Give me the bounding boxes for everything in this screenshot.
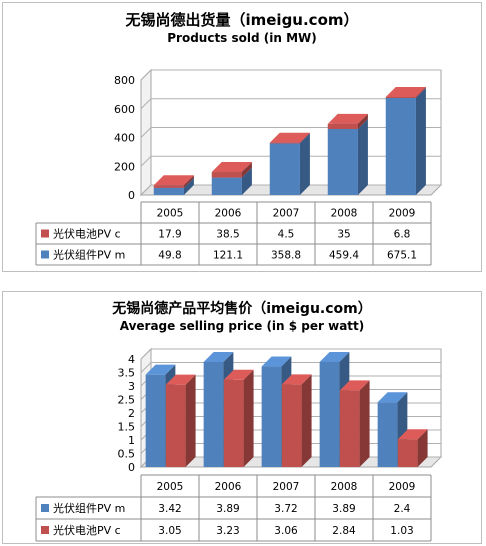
data-label: 459.4 [329,250,359,262]
y-tick-label: 3 [128,380,135,393]
data-label: 3.05 [158,525,181,537]
y-tick-label: 200 [114,160,135,173]
x-tick-label: 2009 [389,481,416,493]
x-tick-label: 2008 [331,208,358,220]
bar-2009 [385,86,426,98]
chart-panel-products-sold: 无锡尚德出货量（imeigu.com） Products sold (in MW… [2,2,482,272]
legend-label: 光伏组件PV m [53,248,125,262]
bar-2005 [153,175,194,188]
y-tick-label: 0 [128,189,135,202]
bar-2006 [223,369,254,467]
data-table [35,201,432,266]
data-label: 17.9 [158,229,181,241]
data-label: 3.89 [216,503,239,515]
data-label: 38.5 [216,229,239,241]
bar-2009 [397,429,428,467]
data-label: 2.4 [394,503,411,515]
bar-2008 [327,113,368,129]
y-tick-label: 400 [114,132,135,145]
x-tick-label: 2009 [389,208,416,220]
legend-label: 光伏组件PV m [53,501,125,515]
y-tick-label: 3.5 [118,367,136,380]
data-label: 3.06 [274,525,298,537]
x-tick-label: 2006 [215,208,242,220]
y-tick-label: 0.5 [118,448,136,461]
y-tick-label: 800 [114,74,135,87]
gridline [140,69,441,81]
data-label: 49.8 [158,250,181,262]
bar-2005 [165,374,196,467]
legend-label: 光伏电池PV c [53,227,121,241]
data-label: 358.8 [271,250,301,262]
bar-2009 [385,87,426,195]
y-tick-label: 2 [128,407,135,420]
data-label: 3.42 [158,503,181,515]
data-table [35,474,432,542]
bar-2008 [339,380,370,467]
x-tick-label: 2008 [331,481,358,493]
data-label: 3.23 [216,525,239,537]
chart-title: 无锡尚德产品平均售价（imeigu.com） [112,301,372,317]
legend-swatch [41,229,49,238]
x-tick-label: 2007 [273,208,300,220]
products-sold-chart: 0 200 400 600 800 2005 2006 2007 2008 2009 光伏电池PV … [35,68,443,266]
chart-title: 无锡尚德出货量（imeigu.com） [125,11,359,29]
bar-2006 [211,162,252,178]
y-tick-label: 1 [128,434,135,447]
data-label: 1.03 [390,525,413,537]
legend-swatch [41,504,49,512]
y-tick-label: 2.5 [118,394,136,407]
y-tick-label: 4 [128,353,135,366]
data-label: 2.84 [332,525,356,537]
y-tick-label: 0 [128,461,135,474]
chart-subtitle: Average selling price (in $ per watt) [119,319,365,333]
data-label: 4.5 [278,229,295,241]
legend-swatch [41,250,49,259]
bar-2007 [281,374,312,467]
x-tick-label: 2006 [215,481,242,493]
selling-price-chart: 00.511.522.533.54 2005 2006 2007 2008 2009 光伏组… [35,347,443,542]
data-label: 3.72 [274,503,297,515]
legend-label: 光伏电池PV c [53,523,121,537]
data-label: 6.8 [394,229,411,241]
data-label: 675.1 [387,250,417,262]
x-tick-label: 2005 [157,481,184,493]
y-tick-label: 1.5 [118,421,136,434]
chart-subtitle: Products sold (in MW) [167,31,317,45]
x-tick-label: 2005 [157,208,184,220]
data-label: 35 [337,229,350,241]
gridline [140,348,441,360]
gridline [140,98,441,110]
legend-swatch [41,526,49,534]
y-tick-label: 600 [114,103,135,116]
x-tick-label: 2007 [273,481,300,493]
data-label: 3.89 [332,503,355,515]
bar-2008 [327,118,368,195]
data-label: 121.1 [213,250,243,262]
chart-panel-selling-price: 无锡尚德产品平均售价（imeigu.com） Average selling p… [2,291,482,544]
bar-2007 [269,132,310,144]
